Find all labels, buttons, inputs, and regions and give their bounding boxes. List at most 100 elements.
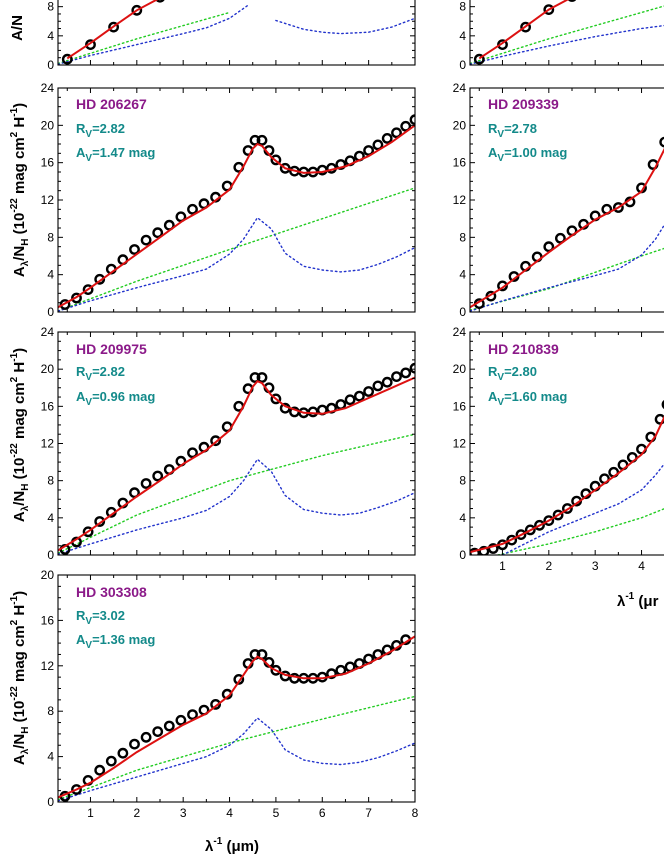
rv-label: RV=2.78 [488, 121, 537, 140]
observed-point [487, 543, 499, 554]
observed-point [140, 234, 152, 246]
y-tick-label: 0 [459, 305, 466, 319]
blue-component-curve [501, 463, 664, 555]
plot-frame [57, 0, 416, 66]
y-tick-label: 8 [459, 0, 466, 14]
y-tick-label: 16 [41, 399, 55, 413]
observed-point [155, 0, 165, 3]
observed-point [506, 534, 518, 546]
y-tick-label: 8 [459, 230, 466, 244]
observed-point [152, 470, 164, 482]
observed-point [524, 524, 536, 536]
observed-point [654, 413, 664, 425]
observed-point [140, 731, 152, 743]
star-name: HD 206267 [76, 96, 147, 112]
x-tick-label: 6 [319, 806, 326, 820]
y-tick-label: 24 [453, 81, 467, 95]
observed-point [82, 526, 94, 538]
blue-component-curve [470, 24, 664, 65]
y-axis-title: Aλ/NH (10-22 mag cm2 H-1) [9, 348, 31, 522]
x-tick-label: 3 [180, 806, 187, 820]
blue-component-curve [58, 717, 415, 802]
observed-point [270, 664, 282, 676]
observed-point [372, 380, 384, 392]
green-component-curve [58, 11, 231, 65]
y-tick-label: 0 [459, 58, 466, 72]
observed-point [187, 709, 198, 720]
y-tick-label: 4 [47, 511, 54, 525]
star-name: HD 209975 [76, 341, 147, 357]
y-tick-label: 20 [41, 568, 55, 582]
y-tick-label: 8 [47, 230, 54, 244]
plot-area [470, 0, 664, 65]
observed-point [344, 394, 356, 406]
panel-top-left: 0 4 8 [47, 0, 416, 72]
observed-point [108, 21, 120, 33]
observed-point [82, 284, 94, 295]
model-fit-curve [58, 376, 415, 552]
observed-point [105, 755, 117, 767]
observed-point [270, 154, 282, 166]
y-tick-label: 16 [453, 156, 467, 170]
x-tick-label: 5 [273, 806, 280, 820]
observed-point [400, 367, 412, 379]
observed-point [94, 516, 106, 527]
observed-point [94, 273, 106, 285]
observed-point [515, 529, 527, 540]
y-tick-label: 4 [459, 29, 466, 43]
green-component-curve [58, 433, 415, 554]
observed-point [659, 136, 664, 148]
model-fit-curve [478, 0, 569, 60]
plot-frame [469, 331, 664, 556]
observed-point [85, 39, 96, 50]
observed-point [391, 127, 402, 139]
observed-point [249, 372, 261, 383]
blue-component-curve [58, 4, 249, 65]
y-tick-label: 4 [459, 511, 466, 525]
observed-point [59, 299, 71, 310]
observed-point [71, 784, 82, 795]
rv-label: RV=2.82 [76, 364, 125, 383]
x-tick-label: 4 [638, 559, 645, 573]
observed-point [249, 134, 261, 146]
rv-label: RV=3.02 [76, 608, 125, 627]
observed-point [210, 699, 222, 710]
model-fit-curve [470, 415, 664, 554]
panel-hd-209339: HD 209339 RV=2.78 AV=1.00 mag 0 4 8 12 16 20 2… [453, 81, 664, 319]
observed-point [335, 399, 347, 410]
y-tick-label: 24 [453, 325, 467, 339]
green-component-curve [58, 695, 415, 801]
y-axis-title: Aλ/NH (10-22 mag cm2 H-1) [9, 103, 31, 277]
x-axis-title-right-clipped: λ-1 (μr [617, 591, 659, 610]
x-axis-title: λ-1 (μm) [205, 836, 259, 855]
observed-point [497, 280, 508, 292]
y-tick-label: 16 [41, 156, 55, 170]
y-tick-label: 0 [459, 548, 466, 562]
observed-point [279, 162, 291, 174]
av-label: AV=1.60 mag [488, 389, 567, 408]
observed-point [163, 720, 175, 732]
observed-point [175, 714, 187, 726]
blue-component-curve [58, 458, 415, 555]
observed-point [152, 726, 164, 737]
rv-label: RV=2.82 [76, 121, 125, 140]
y-tick-label: 0 [47, 795, 54, 809]
observed-point [353, 390, 365, 402]
observed-point [270, 393, 282, 405]
x-tick-label: 3 [592, 559, 599, 573]
observed-point [381, 376, 393, 388]
model-fit-curve [66, 0, 159, 60]
model-fit-curve [470, 147, 664, 309]
observed-point [326, 668, 337, 680]
plot-area [470, 136, 664, 312]
av-label: AV=1.36 mag [76, 632, 155, 651]
plot-area [58, 634, 415, 802]
y-tick-label: 24 [41, 81, 55, 95]
model-fit-curve [58, 124, 415, 309]
observed-point [372, 139, 384, 151]
y-tick-label: 20 [453, 118, 467, 132]
y-tick-label: 4 [459, 268, 466, 282]
panel-hd-209975: HD 209975 RV=2.82 AV=0.96 mag 0 4 8 12 16 20 2… [41, 325, 416, 562]
observed-point [552, 509, 564, 521]
x-tick-label: 8 [412, 806, 419, 820]
